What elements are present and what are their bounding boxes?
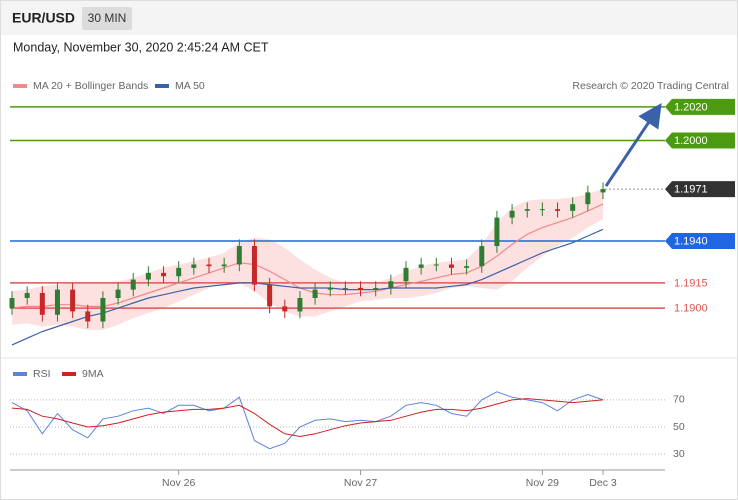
level-label: 1.1971 [674,183,708,195]
candle-body [585,192,591,205]
candle-body [433,264,439,266]
candle-body [9,298,15,309]
candle-body [342,287,348,289]
legend-label: 9MA [82,368,104,380]
level-label-box [665,132,735,149]
candle-body [115,289,121,299]
legend-label: RSI [33,368,51,380]
level-label-box [665,98,735,115]
candle-body [555,209,561,211]
candle-body [479,246,485,267]
candle-body [464,266,470,268]
x-tick-label: Dec 3 [589,477,617,489]
candle-body [327,287,333,290]
candle-body [70,289,76,312]
candle-body [54,289,60,315]
x-tick-label: Nov 26 [162,477,195,489]
x-tick-label: Nov 29 [526,477,559,489]
indicator-line [11,391,604,450]
candle-body [600,189,606,193]
legend-label: MA 50 [175,80,205,92]
level-label: 1.1915 [674,277,708,289]
ma-line [11,203,604,309]
candle-body [85,311,91,322]
indicator-line [11,398,604,438]
candle-body [388,281,394,288]
y-tick-label: 70 [673,394,685,406]
level-label-box [665,233,735,250]
candle-body [145,272,151,280]
target-arrow [604,102,662,187]
candle-body [24,292,30,299]
candle-body [100,298,106,322]
candle-body [494,217,500,247]
candle-body [403,267,409,282]
ma-line [11,228,604,346]
interval-box[interactable] [82,7,132,30]
y-tick-label: 30 [673,448,685,460]
candle-body [524,209,530,211]
candle-body [448,264,454,268]
interval[interactable]: 30 MIN [88,11,127,25]
candle-body [570,204,576,211]
candle-body [251,246,257,285]
timestamp: Monday, November 30, 2020 2:45:24 AM CET [13,40,269,54]
candle-body [297,298,303,312]
bollinger-band [12,189,603,330]
candle-body [358,287,364,290]
candle-body [236,246,242,265]
candle-body [539,209,545,211]
level-label: 1.2000 [674,135,708,147]
symbol: EUR/USD [12,10,75,26]
candle-body [418,264,424,268]
candle-body [509,210,515,218]
level-label-box [665,181,735,198]
candle-body [161,272,167,277]
legend-label: MA 20 + Bollinger Bands [33,80,148,92]
level-label: 1.2020 [674,101,708,113]
y-tick-label: 50 [673,421,685,433]
candle-body [282,306,288,312]
candle-body [267,284,273,307]
candle-body [221,264,227,267]
candle-body [130,279,136,290]
candle-body [206,264,212,267]
level-label: 1.1940 [674,235,708,247]
candle-body [176,267,182,277]
candle-body [39,292,45,315]
level-label: 1.1900 [674,302,708,314]
candle-body [373,287,379,290]
source: Research © 2020 Trading Central [572,80,729,92]
candle-body [312,289,318,299]
candle-body [191,264,197,268]
x-tick-label: Nov 27 [344,477,377,489]
